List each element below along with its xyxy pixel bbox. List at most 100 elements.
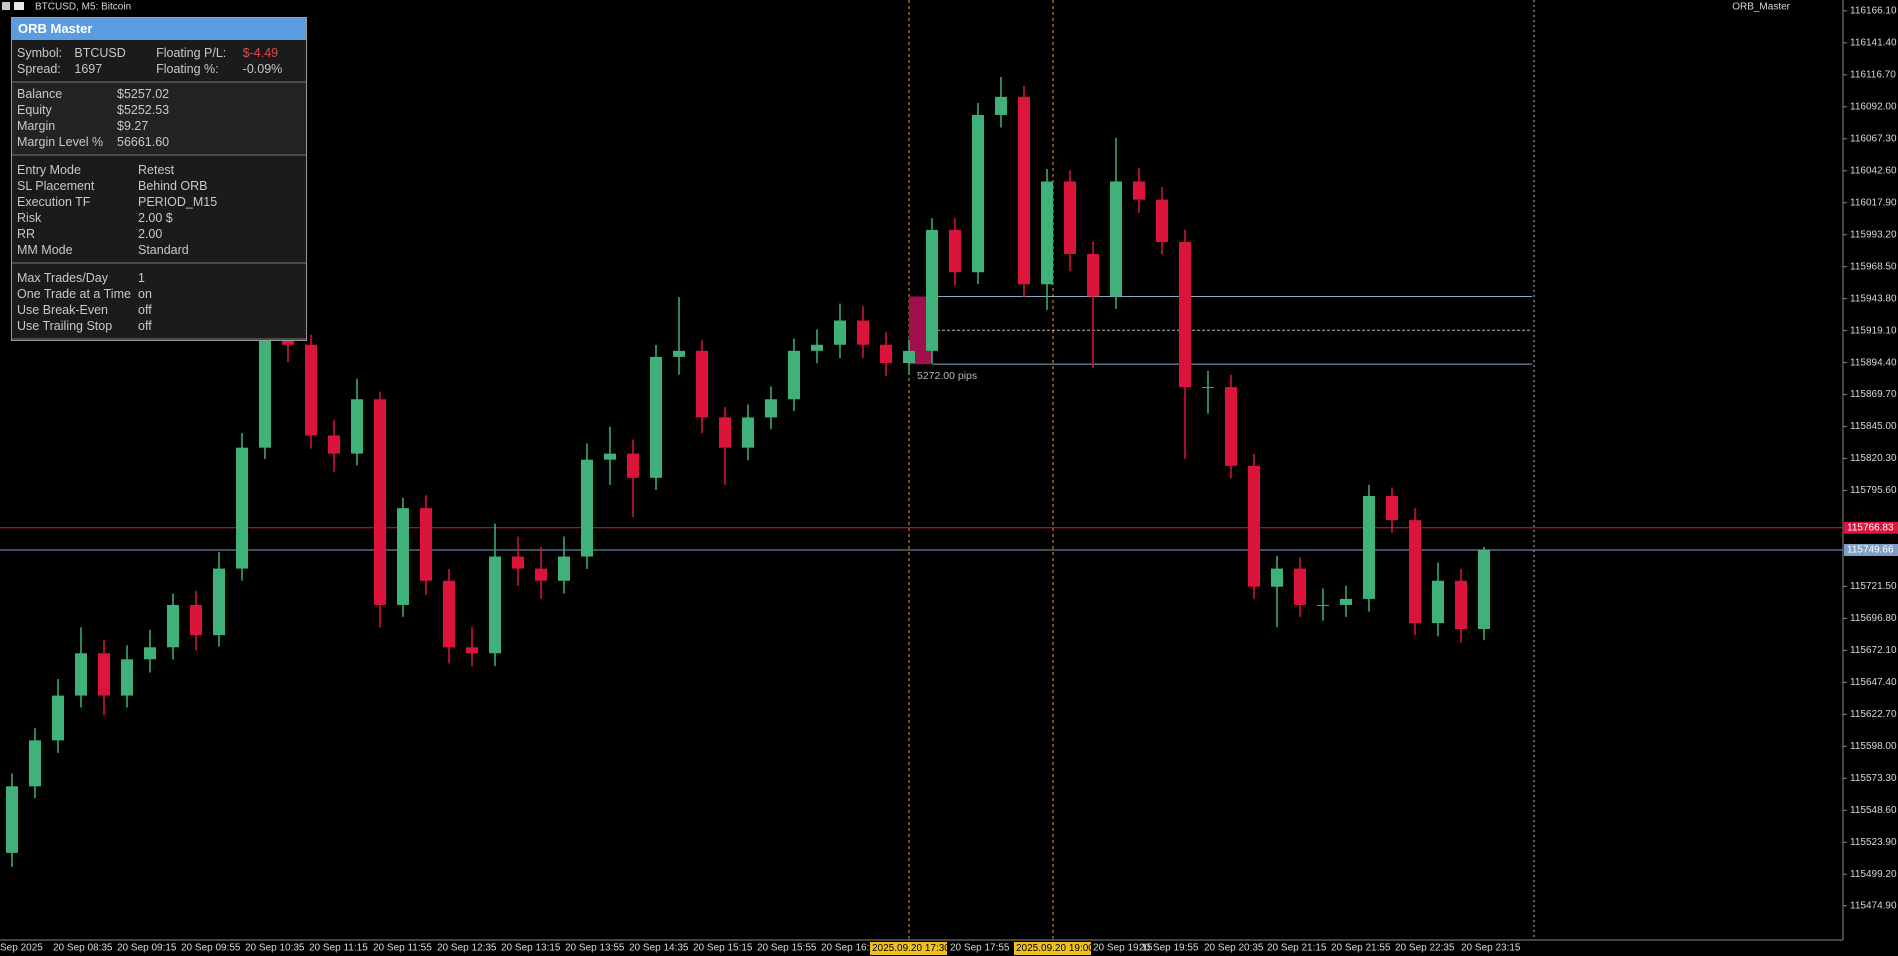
y-tick-label: 116141.40	[1850, 37, 1897, 48]
panel-label: Entry Mode	[17, 163, 81, 177]
panel-label: Symbol:	[17, 46, 63, 60]
panel-value: BTCUSD	[74, 46, 126, 60]
panel-value: 56661.60	[117, 135, 170, 149]
candle-body	[1133, 181, 1145, 200]
panel-label: One Trade at a Time	[17, 287, 131, 301]
y-tick-label: 115598.00	[1850, 741, 1897, 752]
candle-body	[1225, 387, 1237, 466]
candle-body	[420, 508, 432, 581]
panel-label: Floating %:	[156, 62, 219, 76]
y-tick-label: 116042.60	[1850, 165, 1897, 176]
y-tick-label: 115523.90	[1850, 837, 1897, 848]
candle-body	[581, 459, 593, 557]
candle-body	[1432, 580, 1444, 624]
candle-body	[535, 568, 547, 581]
y-tick-label: 116092.00	[1850, 101, 1897, 112]
panel-label: Balance	[17, 87, 63, 101]
x-tick-label: 20 Sep 15:15	[693, 943, 753, 954]
panel-row: Max Trades/Day 1	[17, 270, 301, 286]
candle-body	[1294, 568, 1306, 605]
price-tag	[1844, 543, 1898, 556]
candle-body	[466, 647, 478, 654]
x-tick-label: 20 Sep 13:55	[565, 943, 625, 954]
panel-value: Behind ORB	[138, 179, 208, 193]
x-tick-label: Sep 2025	[0, 943, 43, 954]
candle-body	[6, 786, 18, 853]
y-tick-label: 115647.40	[1850, 677, 1897, 688]
x-tick-label: 20 Sep 22:35	[1395, 943, 1455, 954]
x-tick-label: 20 Sep 17:55	[950, 943, 1010, 954]
panel-label: Equity	[17, 103, 52, 117]
candle-body	[926, 229, 938, 351]
x-tick-label: 20 Sep 10:35	[245, 943, 305, 954]
session-tag-label: 2025.09.20 19:00	[1016, 943, 1094, 954]
panel-row: Equity $5252.53	[17, 102, 301, 118]
x-tick-label: 20 Sep 08:35	[53, 943, 113, 954]
x-tick-label: 20 Sep 19:15	[1093, 943, 1153, 954]
candle-body	[213, 568, 225, 636]
panel-label: Max Trades/Day	[17, 271, 109, 285]
x-tick-label: 20 Sep 14:35	[629, 943, 689, 954]
y-tick-label: 115573.30	[1850, 773, 1897, 784]
session-tag-label: 2025.09.20 17:30	[872, 943, 950, 954]
orb-panel: ORB Master Symbol: BTCUSD Floating P/L: $-4…	[11, 17, 307, 341]
panel-label: Margin Level %	[17, 135, 104, 149]
panel-row: Margin $9.27	[17, 118, 301, 134]
x-tick-label: 20 Sep 16:3	[821, 943, 875, 954]
panel-value: 1697	[74, 62, 103, 76]
y-tick-label: 116166.10	[1850, 6, 1897, 17]
y-tick-label: 115795.60	[1850, 485, 1897, 496]
candle-body	[236, 447, 248, 569]
session-tag	[1014, 942, 1091, 955]
candle-body	[1087, 253, 1099, 297]
panel-row: SL Placement Behind ORB	[17, 178, 301, 194]
panel-label: Execution TF	[17, 195, 91, 209]
candle-body	[374, 399, 386, 605]
candle-body	[98, 653, 110, 696]
panel-row: Execution TF PERIOD_M15	[17, 194, 301, 210]
orb-label: 5272.00 pips	[917, 370, 977, 382]
candle-body	[604, 453, 616, 460]
panel-row: MM Mode Standard	[17, 242, 301, 258]
y-tick-label: 115993.20	[1850, 229, 1897, 240]
panel-value: off	[138, 319, 152, 333]
candle-body	[121, 659, 133, 696]
candle-body	[811, 344, 823, 351]
y-tick-label: 115968.50	[1850, 261, 1897, 272]
panel-label: SL Placement	[17, 179, 95, 193]
panel-label: Floating P/L:	[156, 46, 227, 60]
panel-label: MM Mode	[17, 243, 73, 257]
panel-row: Margin Level % 56661.60	[17, 134, 301, 150]
candle-body	[995, 96, 1007, 115]
x-tick-label: 20 Sep 11:55	[373, 943, 432, 954]
x-tick-label: 20 Sep 20:35	[1204, 943, 1264, 954]
candle-body	[650, 356, 662, 478]
panel-value: PERIOD_M15	[138, 195, 218, 209]
y-tick-label: 116067.30	[1850, 133, 1897, 144]
y-tick-label: 115919.10	[1850, 325, 1897, 336]
candle-body	[397, 508, 409, 605]
candle-body	[1386, 495, 1398, 521]
candle-body	[29, 740, 41, 787]
candle-body	[1478, 550, 1490, 630]
candle-body	[880, 344, 892, 364]
candle-body	[673, 350, 685, 357]
symbol-caption: BTCUSD, M5: Bitcoin	[35, 2, 131, 13]
panel-label: Use Break-Even	[17, 303, 109, 317]
panel-label: Margin	[17, 119, 56, 133]
panel-value: 2.00	[138, 227, 163, 241]
panel-value: $5252.53	[117, 103, 170, 117]
x-tick-label: 20 Sep 11:15	[309, 943, 368, 954]
menu-icon[interactable]	[2, 2, 10, 10]
y-tick-label: 115845.00	[1850, 421, 1897, 432]
candle-body	[742, 417, 754, 448]
panel-row: Use Break-Even off	[17, 302, 301, 318]
candle-body	[972, 114, 984, 273]
chart-icon[interactable]	[14, 2, 24, 10]
candle-body	[351, 399, 363, 454]
y-tick-label: 115548.60	[1850, 805, 1897, 816]
candle-body	[903, 350, 915, 364]
candle-body	[1202, 387, 1214, 389]
y-tick-label: 115869.70	[1850, 389, 1897, 400]
